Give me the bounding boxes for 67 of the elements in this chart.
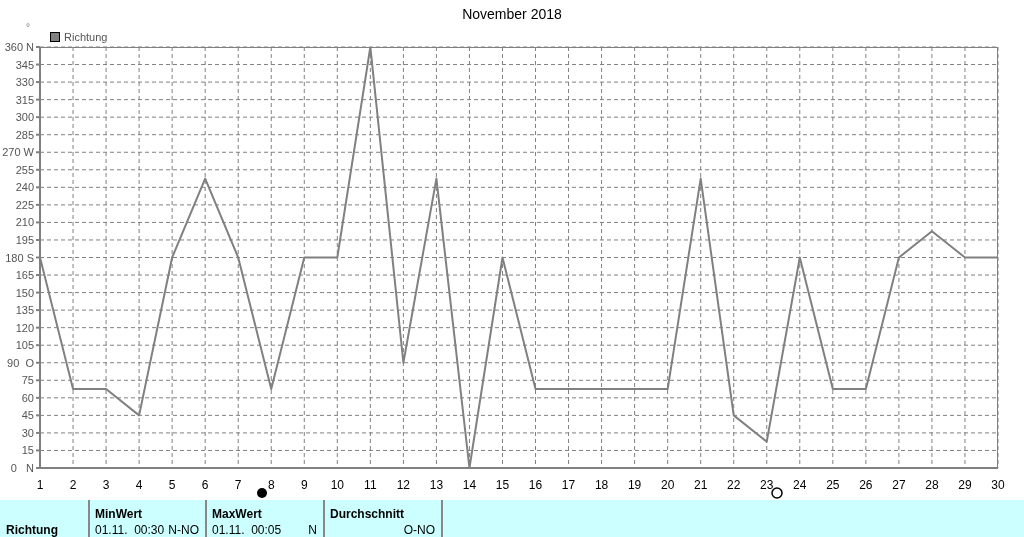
y-tick-label: 60 <box>21 391 34 404</box>
x-tick-label: 5 <box>168 477 176 492</box>
x-tick-label: 28 <box>925 477 939 492</box>
y-tick-label: 240 <box>15 181 34 194</box>
x-tick-label: 2 <box>69 477 77 492</box>
x-tick-label: 27 <box>892 477 906 492</box>
y-tick-label: 270 W <box>2 146 35 159</box>
y-tick-label: 210 <box>15 216 34 229</box>
text: MinWert <box>95 507 143 521</box>
x-tick-label: 13 <box>429 477 444 492</box>
y-tick-label: 330 <box>15 76 34 89</box>
x-tick-label: 1 <box>36 477 44 492</box>
text: 01.11. 00:05 <box>212 523 282 537</box>
y-tick-label: 15 <box>21 444 34 457</box>
x-tick-label: 11 <box>364 477 377 492</box>
x-tick-label: 25 <box>826 477 840 492</box>
x-tick-label: 4 <box>135 477 143 492</box>
x-tick-label: 26 <box>859 477 873 492</box>
y-tick-label: 165 <box>15 269 34 282</box>
text: MaxWert <box>212 507 262 521</box>
x-tick-label: 21 <box>694 477 708 492</box>
y-tick-label: 105 <box>15 339 34 352</box>
x-tick-label: 3 <box>102 477 110 492</box>
x-tick-label: 6 <box>201 477 209 492</box>
x-tick-label: 19 <box>627 477 642 492</box>
x-tick-label: 29 <box>958 477 972 492</box>
y-tick-label: 45 <box>21 409 34 422</box>
x-tick-label: 15 <box>495 477 510 492</box>
x-tick-label: 7 <box>234 477 242 492</box>
y-tick-label: 0 N <box>10 462 35 474</box>
x-tick-label: 18 <box>594 477 609 492</box>
x-tick-label: 23 <box>760 477 774 492</box>
text: Durchschnitt <box>330 507 405 521</box>
y-tick-label: 150 <box>15 286 34 299</box>
x-tick-label: 16 <box>528 477 543 492</box>
y-tick-label: 300 <box>15 111 34 124</box>
chart-title: November 2018 <box>461 6 563 22</box>
y-tick-label: 120 <box>15 321 34 334</box>
text: Richtung <box>6 523 58 537</box>
y-tick-label: 180 S <box>5 251 34 264</box>
y-tick-label: 30 <box>21 426 34 439</box>
y-tick-label: 90 O <box>7 356 35 369</box>
y-tick-label: 75 <box>21 374 34 387</box>
y-tick-label: 135 <box>15 304 34 317</box>
x-tick-label: 10 <box>330 477 345 492</box>
text: N-NO <box>168 523 199 537</box>
y-axis-title: ° <box>26 22 30 33</box>
x-tick-label: 12 <box>396 477 411 492</box>
x-tick-label: 9 <box>300 477 308 492</box>
y-tick-label: 315 <box>15 93 34 106</box>
x-tick-label: 24 <box>793 477 807 492</box>
y-tick-label: 285 <box>15 128 34 141</box>
legend-label: Richtung <box>63 31 108 43</box>
x-tick-label: 8 <box>267 477 275 492</box>
x-tick-label: 22 <box>727 477 741 492</box>
text: N <box>308 523 317 537</box>
y-tick-label: 255 <box>15 163 34 176</box>
text: 01.11. 00:30 <box>95 523 165 537</box>
text: O-NO <box>403 523 435 537</box>
x-tick-label: 20 <box>660 477 675 492</box>
y-tick-label: 360 N <box>4 41 35 53</box>
y-tick-label: 225 <box>15 198 34 211</box>
x-tick-label: 17 <box>561 477 576 492</box>
y-tick-label: 345 <box>15 58 34 71</box>
y-tick-label: 195 <box>15 233 34 246</box>
x-tick-label: 14 <box>462 477 477 492</box>
x-tick-label: 30 <box>991 477 1005 492</box>
